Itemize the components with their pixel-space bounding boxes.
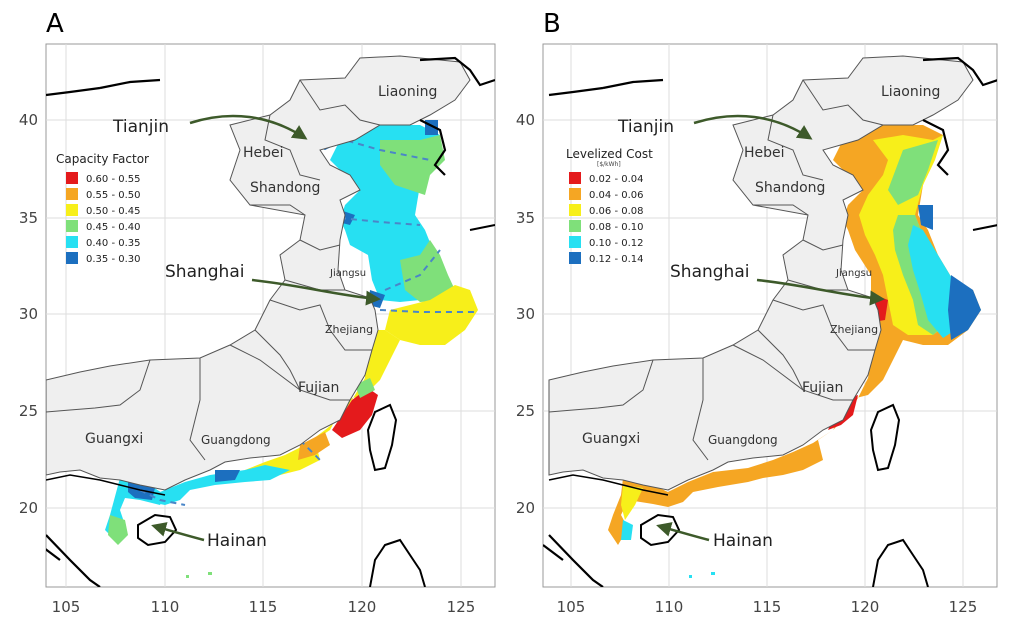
legend-subtitle: [$/kWh] xyxy=(597,161,621,168)
legend-label: 0.55 - 0.50 xyxy=(86,190,141,201)
panel-a-x-ticks: 105 110 115 120 125 xyxy=(52,598,476,616)
x-tick-label: 105 xyxy=(557,598,586,616)
province-label-zhejiang: Zhejiang xyxy=(325,323,373,336)
legend-swatch xyxy=(569,172,581,184)
hainan-arrow xyxy=(151,522,205,542)
y-tick-label: 20 xyxy=(516,499,535,517)
panel-b-letter: B xyxy=(543,9,561,39)
hainan-arrow xyxy=(656,522,710,542)
province-label-guangxi: Guangxi xyxy=(85,431,143,447)
province-label-shandong: Shandong xyxy=(755,180,825,196)
province-label-jiangsu: Jiangsu xyxy=(835,268,872,279)
legend-label: 0.12 - 0.14 xyxy=(589,254,644,265)
province-label-fujian: Fujian xyxy=(802,380,843,396)
legend-swatch xyxy=(66,236,78,248)
x-tick-label: 120 xyxy=(348,598,377,616)
y-tick-label: 40 xyxy=(19,111,38,129)
province-label-fujian: Fujian xyxy=(298,380,339,396)
panel-a-letter: A xyxy=(46,9,64,39)
panel-a-legend: Capacity Factor 0.60 - 0.55 0.55 - 0.50 0.… xyxy=(56,152,149,265)
legend-label: 0.02 - 0.04 xyxy=(589,174,644,185)
province-label-jiangsu: Jiangsu xyxy=(329,268,366,279)
legend-swatch xyxy=(569,220,581,232)
x-tick-label: 110 xyxy=(151,598,180,616)
legend-swatch xyxy=(569,204,581,216)
legend-label: 0.50 - 0.45 xyxy=(86,206,141,217)
y-tick-label: 40 xyxy=(516,111,535,129)
province-label-hebei: Hebei xyxy=(243,145,284,161)
y-tick-label: 30 xyxy=(516,305,535,323)
province-label-liaoning: Liaoning xyxy=(378,84,437,100)
province-label-liaoning: Liaoning xyxy=(881,84,940,100)
x-tick-label: 110 xyxy=(655,598,684,616)
y-tick-label: 25 xyxy=(19,402,38,420)
legend-swatch xyxy=(569,236,581,248)
province-label-shandong: Shandong xyxy=(250,180,320,196)
province-label-hebei: Hebei xyxy=(744,145,785,161)
province-label-guangxi: Guangxi xyxy=(582,431,640,447)
legend-title: Capacity Factor xyxy=(56,152,149,166)
legend-label: 0.45 - 0.40 xyxy=(86,222,141,233)
x-tick-label: 120 xyxy=(851,598,880,616)
city-label-tianjin: Tianjin xyxy=(112,117,169,137)
y-tick-label: 30 xyxy=(19,305,38,323)
province-label-zhejiang: Zhejiang xyxy=(830,323,878,336)
legend-label: 0.40 - 0.35 xyxy=(86,238,141,249)
panel-b-y-ticks: 40 35 30 25 20 xyxy=(516,111,535,517)
city-label-hainan: Hainan xyxy=(713,531,773,551)
city-label-shanghai: Shanghai xyxy=(670,262,749,282)
legend-swatch xyxy=(66,204,78,216)
x-tick-label: 115 xyxy=(753,598,782,616)
province-label-guangdong: Guangdong xyxy=(708,433,778,447)
city-label-hainan: Hainan xyxy=(207,531,267,551)
legend-label: 0.08 - 0.10 xyxy=(589,222,644,233)
tianjin-arrow xyxy=(693,114,813,140)
y-tick-label: 20 xyxy=(19,499,38,517)
panel-b-legend: Levelized Cost [$/kWh] 0.02 - 0.04 0.04 -… xyxy=(566,147,653,265)
panel-b-x-ticks: 105 110 115 120 125 xyxy=(557,598,978,616)
city-label-shanghai: Shanghai xyxy=(165,262,244,282)
y-tick-label: 35 xyxy=(19,209,38,227)
x-tick-label: 125 xyxy=(949,598,978,616)
legend-title: Levelized Cost xyxy=(566,147,653,161)
legend-swatch xyxy=(66,188,78,200)
panel-a-y-ticks: 40 35 30 25 20 xyxy=(19,111,38,517)
legend-swatch xyxy=(569,188,581,200)
shanghai-arrow xyxy=(756,278,885,306)
legend-swatch xyxy=(569,252,581,264)
legend-swatch xyxy=(66,252,78,264)
province-label-guangdong: Guangdong xyxy=(201,433,271,447)
shanghai-arrow xyxy=(251,278,381,306)
tianjin-arrow xyxy=(189,114,308,140)
legend-label: 0.10 - 0.12 xyxy=(589,238,644,249)
x-tick-label: 125 xyxy=(447,598,476,616)
panel-a: A xyxy=(19,9,496,616)
legend-label: 0.06 - 0.08 xyxy=(589,206,644,217)
y-tick-label: 35 xyxy=(516,209,535,227)
legend-swatch xyxy=(66,220,78,232)
legend-label: 0.60 - 0.55 xyxy=(86,174,141,185)
x-tick-label: 115 xyxy=(249,598,278,616)
y-tick-label: 25 xyxy=(516,402,535,420)
legend-label: 0.35 - 0.30 xyxy=(86,254,141,265)
legend-label: 0.04 - 0.06 xyxy=(589,190,644,201)
x-tick-label: 105 xyxy=(52,598,81,616)
panel-b: B xyxy=(516,9,998,616)
legend-swatch xyxy=(66,172,78,184)
city-label-tianjin: Tianjin xyxy=(617,117,674,137)
